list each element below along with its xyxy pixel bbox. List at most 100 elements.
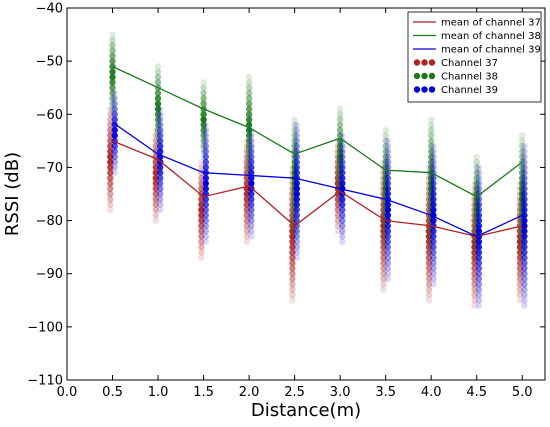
data-point [293,243,300,251]
data-point [521,291,528,299]
data-point [339,174,346,182]
data-point [107,164,114,171]
data-point [334,228,342,235]
data-point [152,212,159,219]
data-point [243,222,251,230]
data-point [521,270,528,277]
data-point [243,233,251,240]
data-point [202,158,209,166]
data-point [243,180,251,187]
data-point [289,233,296,240]
data-point [471,275,478,283]
data-point [430,190,437,198]
data-point [473,158,480,166]
data-point [293,132,300,139]
data-point [384,190,392,198]
x-axis-title: Distance(m) [251,400,361,421]
legend-marker-swatch [428,59,436,66]
data-point [293,212,300,219]
data-point [111,164,118,171]
data-point [248,158,255,166]
data-point [473,185,480,192]
data-point [475,185,483,192]
data-point [107,153,114,160]
x-tick-label: 4.5 [466,385,487,400]
data-point [248,228,255,235]
data-point [521,243,528,251]
data-point [200,79,207,86]
data-point [243,164,251,171]
data-point [248,212,255,219]
data-point [475,228,483,235]
data-point [243,212,251,219]
data-point [475,180,483,187]
data-point [521,148,528,155]
data-point [245,111,253,118]
data-point [475,249,483,256]
data-point [428,153,435,160]
data-point [289,281,296,288]
data-point [157,143,164,150]
data-point [289,259,296,267]
data-point [430,217,437,224]
data-point [430,243,437,251]
data-point [198,185,205,192]
data-point [154,79,162,86]
data-point [111,127,118,134]
x-tick-label: 3.0 [330,385,351,400]
data-point [519,132,526,139]
data-point [200,95,207,102]
data-point [516,291,524,299]
y-tick-label: −80 [36,214,63,229]
data-point [293,201,300,208]
tick-layer: 0.0 0.5 1.0 1.5 2.0 2.5 3.0 3.5 4.0 4.5 5.0 −40 −50 −… [27,2,545,400]
data-point [154,100,162,107]
data-point [293,164,300,171]
data-point [157,105,164,113]
data-point [428,143,435,150]
legend-marker-swatch [413,59,421,66]
data-point [154,95,162,102]
data-point [198,174,205,182]
data-point [339,228,346,235]
data-point [109,73,116,81]
data-point [382,127,389,134]
data-point [248,169,255,176]
plot-frame [66,7,546,381]
data-point [202,121,209,129]
data-point [289,265,296,272]
data-point [521,297,528,304]
data-point [245,100,253,107]
data-point [157,137,164,145]
data-point [428,158,435,166]
data-point [521,302,528,309]
data-point [430,249,437,256]
legend-label: mean of channel 39 [441,45,541,56]
data-point [384,259,392,267]
x-tick-label: 0.5 [102,385,123,400]
data-point [248,222,255,230]
data-point [111,105,118,113]
data-point [521,174,528,182]
data-point [248,148,255,155]
x-tick-label: 2.5 [284,385,305,400]
data-point [243,190,251,198]
data-point [202,174,209,182]
data-point [198,238,205,245]
data-point [430,281,437,288]
data-point [200,137,207,145]
data-point [111,95,118,102]
data-point [384,233,392,240]
data-point [293,249,300,256]
data-point [471,291,478,299]
y-tick-label: −60 [36,108,63,123]
data-point [384,275,392,283]
legend-label: mean of channel 37 [441,18,541,29]
data-point [425,270,433,277]
data-point [293,153,300,160]
data-point [248,143,255,150]
data-point [109,47,116,54]
data-point [428,116,435,123]
data-point [293,190,300,198]
